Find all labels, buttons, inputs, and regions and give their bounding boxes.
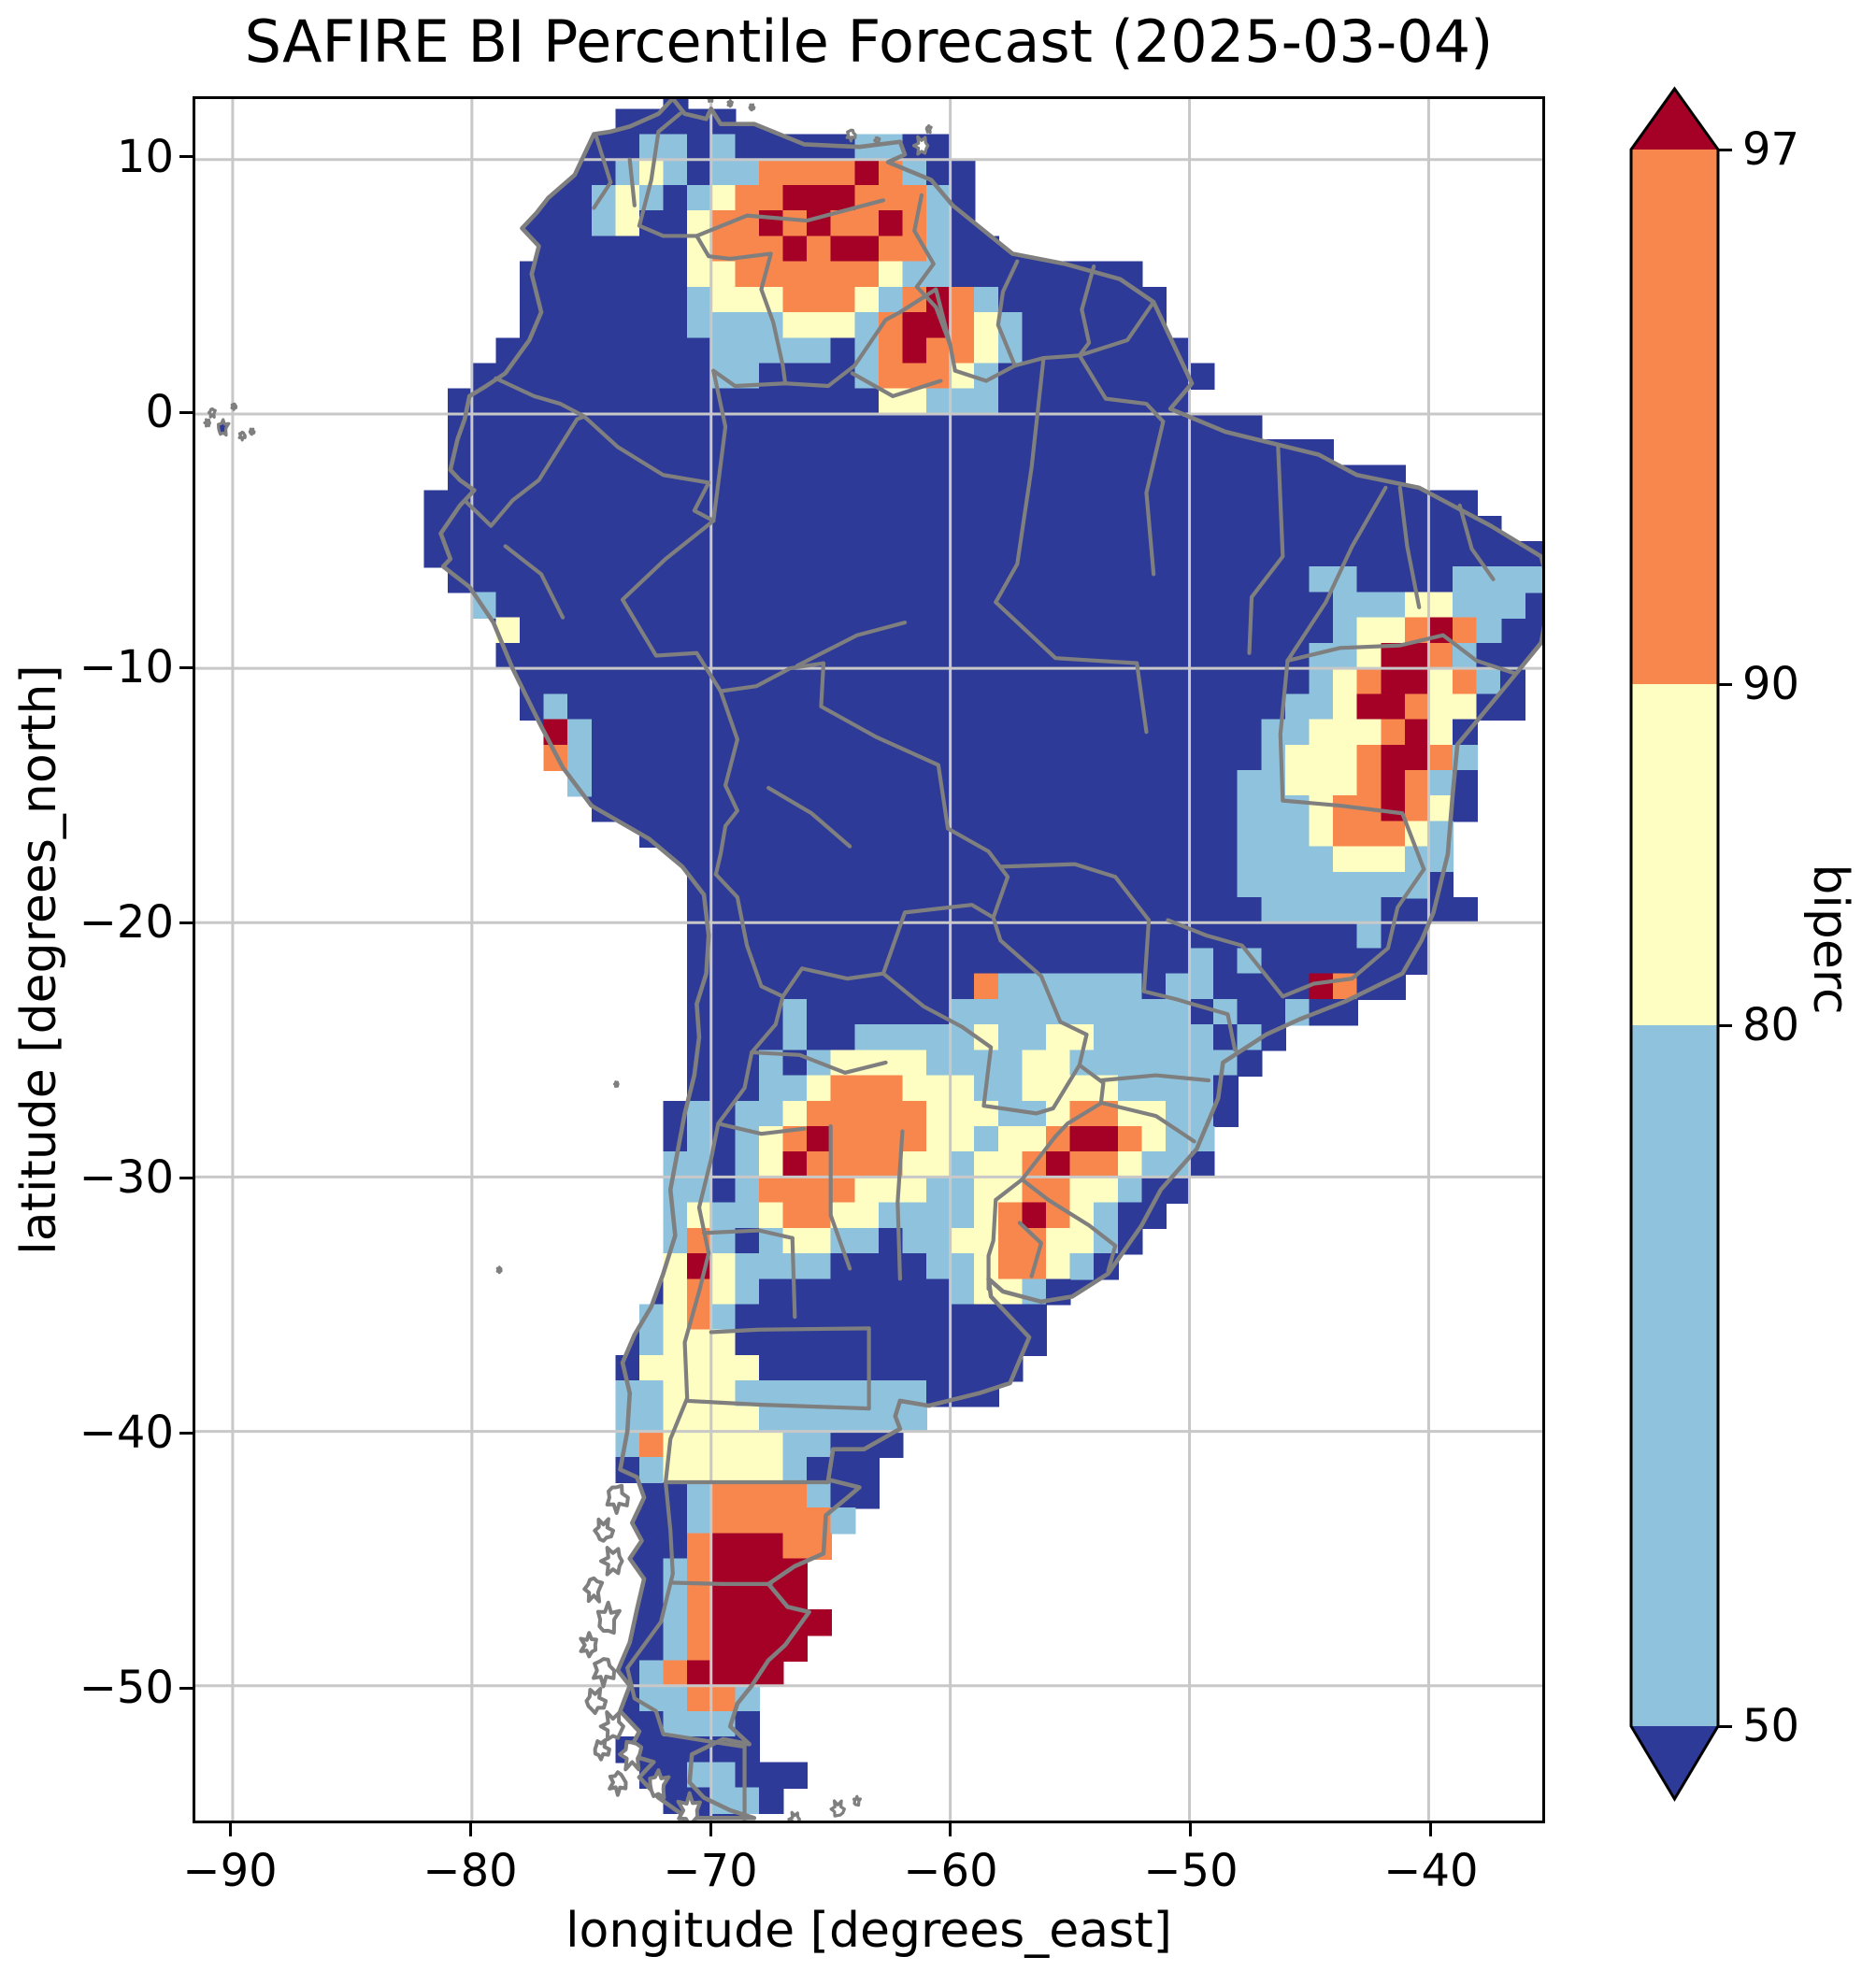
colorbar-tick-label: 50 [1742,1700,1800,1752]
x-tick-mark [709,1823,712,1836]
south-america-map [195,99,1542,1821]
y-tick-label: 10 [116,130,174,183]
y-tick-mark [179,155,193,159]
y-tick-label: −50 [79,1662,174,1715]
graticule [195,99,1542,1821]
x-tick-label: −70 [663,1845,758,1897]
colorbar-scale [1631,89,1718,1799]
colorbar-tick-mark [1718,148,1732,151]
raster-cells [423,99,1542,1815]
x-axis-label: longitude [degrees_east] [566,1903,1172,1959]
y-tick-mark [179,921,193,924]
colorbar-tick-mark [1718,682,1732,686]
y-axis-label: latitude [degrees_north] [11,664,67,1255]
admin-borders [441,99,1542,1821]
y-tick-label: −20 [79,896,174,950]
y-tick-mark [179,1686,193,1690]
figure-title: SAFIRE BI Percentile Forecast (2025-03-0… [244,7,1494,76]
x-tick-label: −80 [422,1845,518,1897]
x-tick-mark [1429,1823,1433,1836]
y-tick-mark [179,1431,193,1435]
x-tick-label: −50 [1143,1845,1239,1897]
y-tick-label: −10 [79,641,174,694]
x-tick-label: −90 [182,1845,278,1897]
colorbar-tick-mark [1718,1724,1732,1728]
colorbar-label: biperc [1802,864,1858,1015]
map-plot-area [193,96,1545,1823]
y-tick-mark [179,665,193,669]
colorbar-tick-mark [1718,1023,1732,1027]
colorbar-tick-label: 90 [1742,658,1800,710]
y-tick-mark [179,410,193,414]
x-tick-mark [228,1823,232,1836]
x-tick-label: −60 [903,1845,998,1897]
x-tick-label: −40 [1383,1845,1479,1897]
colorbar-tick-label: 97 [1742,123,1800,176]
islands-fjords [205,99,931,1821]
y-tick-label: −40 [79,1407,174,1460]
x-tick-mark [949,1823,952,1836]
colorbar-tick-label: 80 [1742,999,1800,1051]
y-tick-label: −30 [79,1151,174,1205]
x-tick-mark [1189,1823,1193,1836]
colorbar [1631,89,1718,1799]
y-tick-mark [179,1176,193,1179]
x-tick-mark [468,1823,472,1836]
y-tick-label: 0 [145,386,174,439]
